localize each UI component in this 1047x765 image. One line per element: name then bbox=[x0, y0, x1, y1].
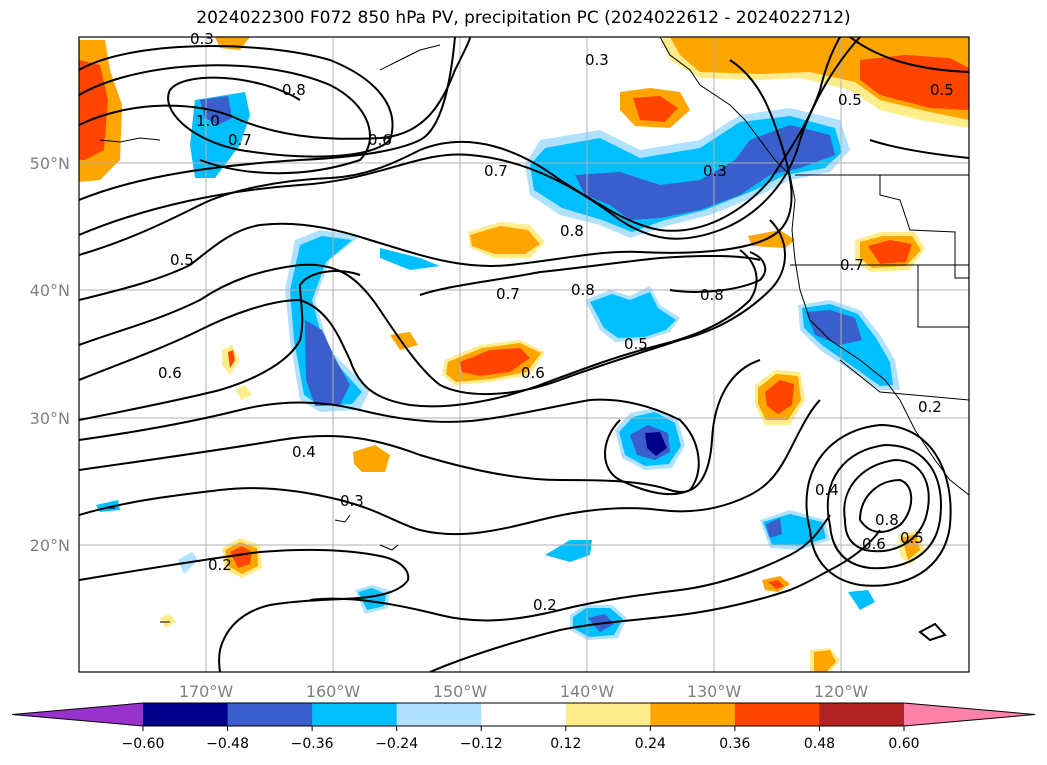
coastlines bbox=[99, 37, 969, 623]
contour-label: 0.4 bbox=[292, 443, 316, 461]
contour-label: 0.6 bbox=[368, 131, 392, 149]
lat-label: 40°N bbox=[30, 281, 70, 300]
colorbar-extension-min bbox=[12, 703, 143, 726]
colorbar-swatch bbox=[143, 703, 229, 726]
colorbar-swatch bbox=[481, 703, 567, 726]
contour-label: 0.7 bbox=[228, 131, 252, 149]
contour-label: 0.5 bbox=[930, 81, 954, 99]
longitude-labels: 170°W 160°W 150°W 140°W 130°W 120°W bbox=[179, 682, 869, 701]
colorbar-extension-max bbox=[904, 703, 1035, 726]
lon-label: 120°W bbox=[814, 682, 869, 701]
colorbar-tick-label: 0.60 bbox=[888, 736, 919, 752]
contour-label: 0.3 bbox=[340, 492, 364, 510]
lon-label: 140°W bbox=[560, 682, 615, 701]
contour-label: 0.5 bbox=[900, 529, 924, 547]
colorbar-swatch bbox=[312, 703, 398, 726]
colorbar-swatch bbox=[565, 703, 651, 726]
colorbar-tick-label: −0.12 bbox=[460, 736, 503, 752]
contour-label: 0.4 bbox=[815, 481, 839, 499]
pv-contours bbox=[79, 37, 969, 672]
contour-label: 0.8 bbox=[560, 222, 584, 240]
lon-label: 150°W bbox=[433, 682, 488, 701]
lat-label: 50°N bbox=[30, 154, 70, 173]
contour-label: 0.8 bbox=[875, 511, 899, 529]
lat-label: 20°N bbox=[30, 536, 70, 555]
graticule bbox=[79, 37, 969, 672]
colorbar-tick-label: 0.36 bbox=[719, 736, 750, 752]
lon-label: 160°W bbox=[306, 682, 361, 701]
colorbar-tick-label: 0.24 bbox=[635, 736, 666, 752]
contour-label: 0.8 bbox=[571, 281, 595, 299]
contour-label: 0.5 bbox=[170, 251, 194, 269]
lat-label: 30°N bbox=[30, 409, 70, 428]
contour-label: 0.3 bbox=[703, 162, 727, 180]
contour-label-group: 0.3 0.3 0.8 1.0 0.7 0.6 0.7 0.8 0.5 0.5 … bbox=[158, 30, 954, 614]
colorbar-swatch bbox=[734, 703, 820, 726]
map-frame bbox=[78, 36, 970, 673]
contour-label: 0.8 bbox=[700, 286, 724, 304]
contour-label: 0.2 bbox=[533, 596, 557, 614]
contour-label: 0.5 bbox=[838, 91, 862, 109]
colorbar-swatch bbox=[650, 703, 736, 726]
contour-label: 0.5 bbox=[624, 335, 648, 353]
map-title: 2024022300 F072 850 hPa PV, precipitatio… bbox=[196, 8, 851, 28]
contour-label: 0.7 bbox=[496, 285, 520, 303]
colorbar-tick-label: 0.48 bbox=[804, 736, 835, 752]
colorbar-tick-label: −0.60 bbox=[122, 736, 165, 752]
contour-label: 0.7 bbox=[484, 162, 508, 180]
colorbar-swatch bbox=[227, 703, 313, 726]
colorbar-tick-label: −0.36 bbox=[291, 736, 334, 752]
contour-label: 0.6 bbox=[521, 364, 545, 382]
contour-label: 0.6 bbox=[158, 364, 182, 382]
contour-label: 0.8 bbox=[282, 81, 306, 99]
colorbar-swatch bbox=[396, 703, 482, 726]
contour-label: 1.0 bbox=[196, 112, 220, 130]
lon-label: 170°W bbox=[179, 682, 234, 701]
contour-label: 0.6 bbox=[862, 535, 886, 553]
contour-label: 0.2 bbox=[208, 556, 232, 574]
colorbar-tick-label: 0.12 bbox=[550, 736, 581, 752]
contour-label: 0.3 bbox=[190, 30, 214, 48]
lon-label: 130°W bbox=[687, 682, 742, 701]
colorbar-tick-label: −0.48 bbox=[206, 736, 249, 752]
colorbar-swatch bbox=[819, 703, 905, 726]
latitude-labels: 50°N 40°N 30°N 20°N bbox=[30, 154, 70, 555]
colorbar-tick-label: −0.24 bbox=[375, 736, 418, 752]
colorbar: −0.60 −0.48 −0.36 −0.24 −0.12 0.12 0.24 0.36 0.4… bbox=[11, 702, 1036, 752]
contour-label: 0.3 bbox=[585, 51, 609, 69]
contour-label: 0.2 bbox=[918, 398, 942, 416]
contour-label: 0.7 bbox=[840, 256, 864, 274]
